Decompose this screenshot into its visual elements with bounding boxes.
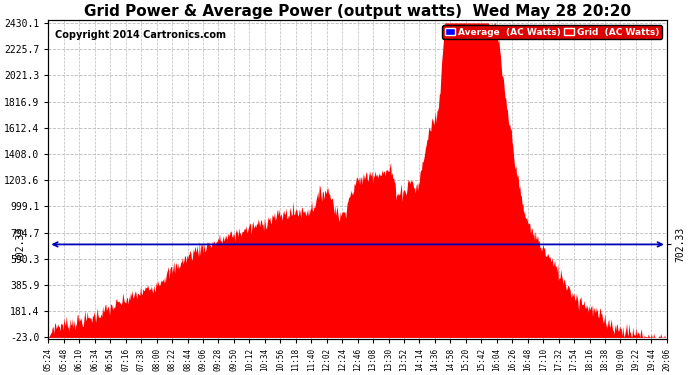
Title: Grid Power & Average Power (output watts)  Wed May 28 20:20: Grid Power & Average Power (output watts…	[84, 4, 631, 19]
Legend: Average  (AC Watts), Grid  (AC Watts): Average (AC Watts), Grid (AC Watts)	[442, 25, 662, 39]
Text: 702.33: 702.33	[16, 227, 26, 262]
Text: Copyright 2014 Cartronics.com: Copyright 2014 Cartronics.com	[55, 30, 226, 40]
